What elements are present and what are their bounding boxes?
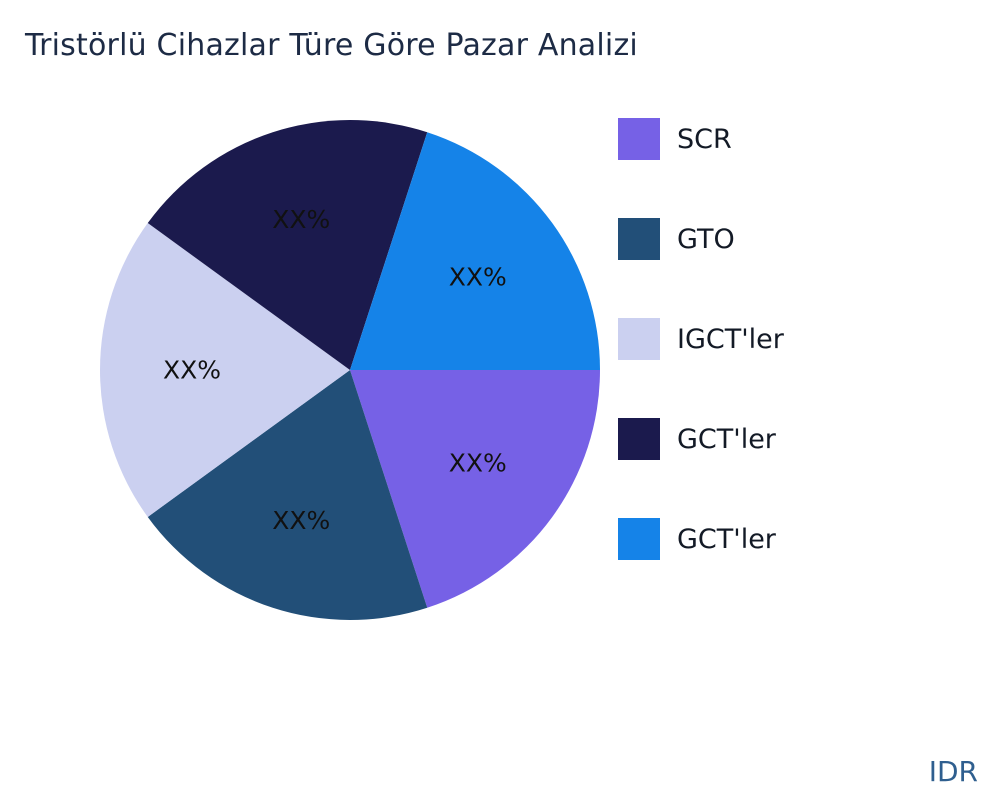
pie-slice-2: [100, 223, 350, 517]
legend-item: IGCT'ler: [618, 318, 784, 360]
pie-slice-label-1: XX%: [272, 506, 330, 535]
pie-slice-label-2: XX%: [163, 356, 221, 385]
legend-swatch-igct: [618, 318, 660, 360]
legend-label: GCT'ler: [677, 423, 776, 455]
pie-slice-0: [350, 370, 600, 608]
pie-slice-3: [147, 120, 428, 370]
legend-swatch-gct-navy: [618, 418, 660, 460]
pie-slice-label-4: XX%: [449, 263, 507, 292]
legend-swatch-scr: [618, 118, 660, 160]
legend-label: IGCT'ler: [677, 323, 784, 355]
legend-label: SCR: [677, 123, 732, 155]
legend-swatch-gto: [618, 218, 660, 260]
pie-slice-4: [350, 132, 600, 370]
watermark-idr: IDR: [928, 755, 978, 788]
legend-item: GTO: [618, 218, 784, 260]
chart-title: Tristörlü Cihazlar Türe Göre Pazar Anali…: [25, 28, 638, 63]
pie-slice-label-3: XX%: [272, 205, 330, 234]
legend-item: GCT'ler: [618, 518, 784, 560]
pie-slice-label-0: XX%: [449, 448, 507, 477]
legend-item: GCT'ler: [618, 418, 784, 460]
legend-label: GTO: [677, 223, 735, 255]
legend-item: SCR: [618, 118, 784, 160]
legend-label: GCT'ler: [677, 523, 776, 555]
pie-slice-1: [147, 370, 428, 620]
legend-swatch-gct-blue: [618, 518, 660, 560]
legend: SCR GTO IGCT'ler GCT'ler GCT'ler: [618, 118, 784, 618]
